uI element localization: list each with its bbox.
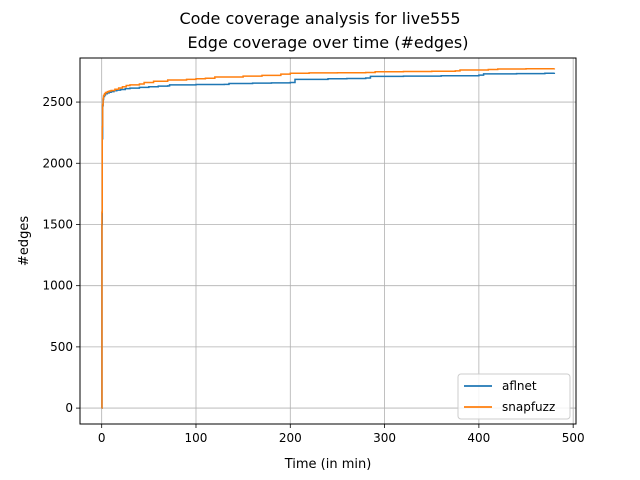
series-line-aflnet	[101, 72, 556, 409]
y-axis-label: #edges	[17, 216, 32, 266]
grid	[80, 58, 576, 424]
legend-label-snapfuzz: snapfuzz	[502, 400, 555, 414]
x-tick-label: 500	[562, 431, 585, 445]
plot-series	[101, 68, 556, 409]
legend-label-aflnet: aflnet	[502, 379, 537, 393]
x-tick-label: 400	[467, 431, 490, 445]
legend: aflnet snapfuzz	[457, 373, 571, 420]
y-tick-label: 1500	[42, 217, 73, 231]
y-tick-label: 500	[50, 340, 73, 354]
y-tick-label: 2500	[42, 95, 73, 109]
y-tick-label: 1000	[42, 279, 73, 293]
y-tick-label: 2000	[42, 156, 73, 170]
y-tick-label: 0	[65, 401, 73, 415]
x-tick-label: 200	[279, 431, 302, 445]
series-line-snapfuzz	[101, 68, 556, 409]
plot-frame	[79, 57, 577, 425]
x-axis-label: Time (in min)	[284, 457, 372, 472]
ticks: 0 100 200 300 400 500 0 500 1000 1500 2000 2500	[42, 95, 584, 445]
chart-suptitle: Code coverage analysis for live555	[179, 9, 460, 28]
chart-title: Edge coverage over time (#edges)	[188, 33, 469, 52]
x-tick-label: 300	[373, 431, 396, 445]
x-tick-label: 0	[98, 431, 106, 445]
x-tick-label: 100	[185, 431, 208, 445]
